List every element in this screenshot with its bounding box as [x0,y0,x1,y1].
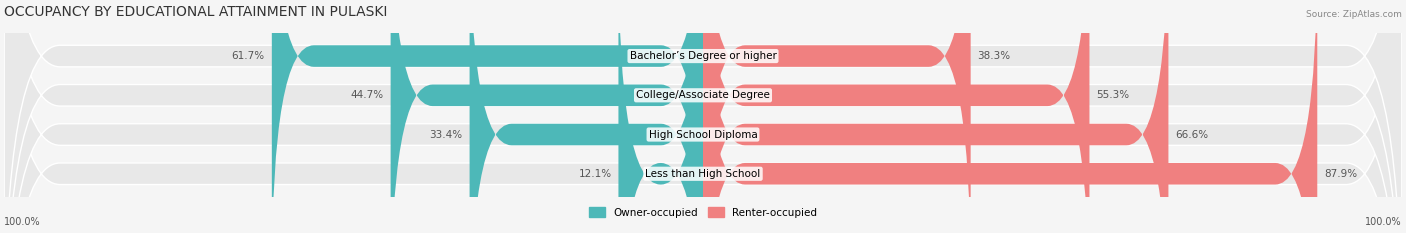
Text: Less than High School: Less than High School [645,169,761,179]
Text: College/Associate Degree: College/Associate Degree [636,90,770,100]
Text: High School Diploma: High School Diploma [648,130,758,140]
Text: 38.3%: 38.3% [977,51,1011,61]
FancyBboxPatch shape [619,0,703,233]
Text: Bachelor’s Degree or higher: Bachelor’s Degree or higher [630,51,776,61]
Text: 100.0%: 100.0% [4,217,41,227]
FancyBboxPatch shape [4,0,1402,233]
Text: 66.6%: 66.6% [1175,130,1209,140]
FancyBboxPatch shape [703,0,1090,233]
Text: Source: ZipAtlas.com: Source: ZipAtlas.com [1306,10,1402,19]
FancyBboxPatch shape [4,0,1402,233]
Text: OCCUPANCY BY EDUCATIONAL ATTAINMENT IN PULASKI: OCCUPANCY BY EDUCATIONAL ATTAINMENT IN P… [4,5,388,19]
FancyBboxPatch shape [271,0,703,233]
Text: 55.3%: 55.3% [1097,90,1129,100]
Text: 12.1%: 12.1% [578,169,612,179]
Text: 44.7%: 44.7% [350,90,384,100]
FancyBboxPatch shape [4,0,1402,233]
Text: 61.7%: 61.7% [232,51,264,61]
Text: 100.0%: 100.0% [1365,217,1402,227]
FancyBboxPatch shape [4,0,1402,233]
Text: 87.9%: 87.9% [1324,169,1357,179]
FancyBboxPatch shape [470,0,703,233]
Text: 33.4%: 33.4% [429,130,463,140]
Legend: Owner-occupied, Renter-occupied: Owner-occupied, Renter-occupied [585,203,821,222]
FancyBboxPatch shape [703,0,970,233]
FancyBboxPatch shape [703,0,1317,233]
FancyBboxPatch shape [391,0,703,233]
FancyBboxPatch shape [703,0,1168,233]
